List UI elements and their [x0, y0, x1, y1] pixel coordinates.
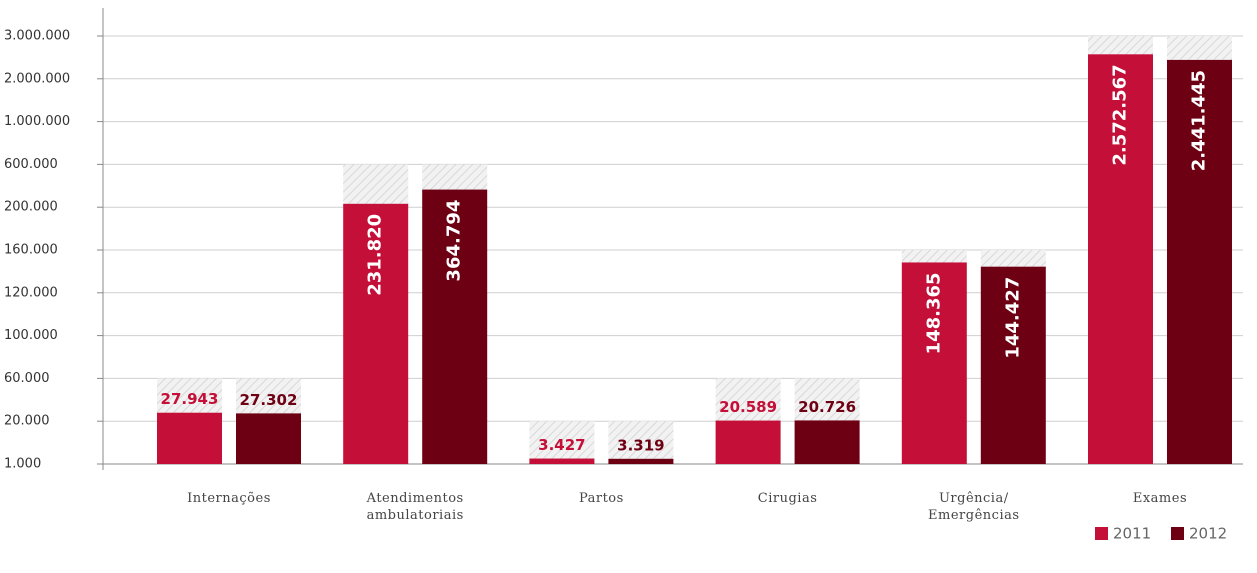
y-tick-label: 200.000 — [4, 200, 58, 215]
bar-background — [157, 378, 222, 413]
data-label: 2.572.567 — [1110, 64, 1131, 165]
y-tick-label: 2.000.000 — [4, 71, 70, 86]
x-tick-label: Internações — [187, 491, 271, 506]
bar-background — [422, 164, 488, 190]
bar — [1167, 59, 1232, 464]
bar — [901, 262, 967, 464]
data-label: 144.427 — [1002, 277, 1023, 359]
legend-swatch — [1095, 527, 1108, 540]
bar — [422, 189, 488, 464]
bar-background — [1088, 36, 1153, 55]
bar-background — [1167, 36, 1232, 60]
y-tick-label: 60.000 — [4, 371, 50, 386]
legend-label: 2011 — [1113, 525, 1151, 543]
bar — [157, 412, 222, 464]
data-label: 27.302 — [240, 391, 298, 409]
x-tick-label: Cirugias — [757, 491, 818, 506]
data-label: 3.319 — [617, 436, 664, 454]
bar — [343, 203, 409, 464]
bar — [236, 413, 301, 464]
y-tick-label: 1.000 — [4, 457, 41, 472]
data-label: 2.441.445 — [1189, 70, 1210, 171]
y-tick-label: 100.000 — [4, 328, 58, 343]
bar-background — [980, 250, 1046, 267]
bar-background — [343, 164, 409, 204]
bar-background — [715, 378, 781, 421]
bar — [608, 458, 674, 464]
x-tick-label: Urgência/ Emergências — [928, 491, 1020, 523]
bar-background — [901, 250, 967, 263]
x-tick-label: Atendimentos ambulatoriais — [366, 491, 464, 523]
y-tick-label: 3.000.000 — [4, 29, 70, 44]
y-tick-label: 600.000 — [4, 157, 58, 172]
bar — [794, 420, 860, 464]
x-tick-label: Partos — [578, 491, 624, 506]
y-tick-label: 1.000.000 — [4, 114, 70, 129]
data-label: 3.427 — [538, 436, 585, 454]
data-label: 20.726 — [798, 398, 856, 416]
data-label: 231.820 — [365, 214, 386, 296]
data-label: 27.943 — [161, 390, 219, 408]
bar-background — [608, 421, 674, 459]
legend-label: 2012 — [1189, 525, 1227, 543]
bar — [715, 420, 781, 464]
data-label: 148.365 — [923, 272, 944, 354]
y-tick-label: 160.000 — [4, 243, 58, 258]
legend-swatch — [1171, 527, 1184, 540]
bar-background — [236, 378, 301, 414]
bar-background — [529, 421, 595, 459]
bar-background — [794, 378, 860, 421]
bar — [1088, 54, 1153, 465]
y-tick-label: 20.000 — [4, 414, 50, 429]
y-tick-label: 120.000 — [4, 285, 58, 300]
bar — [529, 458, 595, 464]
bar — [980, 266, 1046, 464]
x-tick-label: Exames — [1132, 491, 1188, 506]
data-label: 20.589 — [719, 398, 777, 416]
data-label: 364.794 — [444, 200, 465, 282]
